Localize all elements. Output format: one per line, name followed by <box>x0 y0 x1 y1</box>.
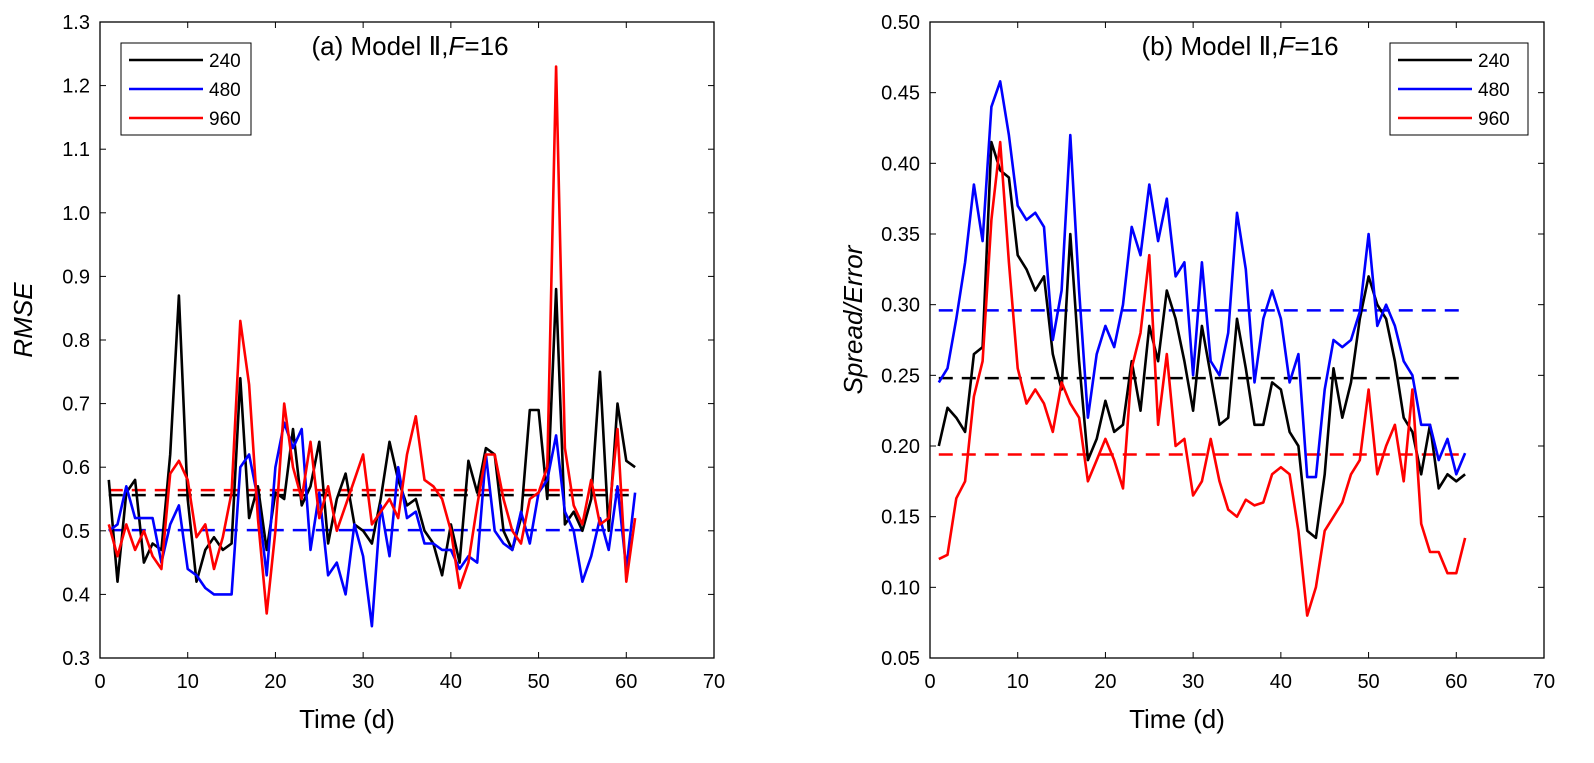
x-tick-label-b: 70 <box>1533 671 1555 693</box>
x-tick-label-a: 40 <box>440 671 462 693</box>
y-axis-label-b: Spread/Error <box>838 244 868 394</box>
legend-a: 240 480 960 <box>120 42 252 136</box>
y-tick-label-b: 0.25 <box>881 365 920 387</box>
x-axis-label-a: Time (d) <box>299 704 395 734</box>
x-tick-label-b: 30 <box>1182 671 1204 693</box>
x-tick-label-b: 10 <box>1007 671 1029 693</box>
x-tick-label-b: 40 <box>1270 671 1292 693</box>
y-tick-label-a: 0.9 <box>62 266 90 288</box>
legend-label-960-a: 960 <box>209 109 241 130</box>
series-line-240-a <box>107 287 636 584</box>
series-group-a <box>107 65 637 628</box>
y-tick-label-b: 0.30 <box>881 295 920 317</box>
x-axis-label-b: Time (d) <box>1129 704 1225 734</box>
y-tick-label-b: 0.45 <box>881 83 920 105</box>
legend-label-480-a: 480 <box>209 80 241 101</box>
panel-a-rmse: 0 10 20 30 40 50 60 70 0.3 0.4 0.5 0.6 0.7 0.8 0.9 1.0 1… <box>8 12 725 734</box>
series-line-480-a <box>108 421 637 628</box>
y-tick-label-a: 0.7 <box>62 394 90 416</box>
x-tick-label-a: 30 <box>352 671 374 693</box>
y-tick-label-b: 0.20 <box>881 436 920 458</box>
y-tick-label-a: 1.3 <box>62 12 90 34</box>
y-tick-label-a: 0.8 <box>62 330 90 352</box>
series-line-960-a <box>107 65 637 615</box>
y-tick-label-b: 0.10 <box>881 577 920 599</box>
chart-title-b: (b) Model Ⅱ,F=16 <box>1141 31 1338 61</box>
y-tick-label-b: 0.40 <box>881 153 920 175</box>
series-line-240-b <box>937 140 1466 540</box>
x-tick-label-a: 20 <box>264 671 286 693</box>
x-tick-label-a: 60 <box>615 671 637 693</box>
series-group-b <box>937 80 1467 617</box>
chart-title-a: (a) Model Ⅱ,F=16 <box>311 31 508 61</box>
y-tick-label-a: 1.2 <box>62 76 90 98</box>
series-line-480-b <box>937 80 1467 479</box>
x-tick-label-b: 0 <box>924 671 935 693</box>
y-tick-label-b: 0.05 <box>881 648 920 670</box>
x-tick-label-b: 20 <box>1094 671 1116 693</box>
x-tick-label-a: 10 <box>177 671 199 693</box>
y-tick-label-a: 1.0 <box>62 203 90 225</box>
x-tick-label-a: 50 <box>527 671 549 693</box>
x-tick-label-b: 60 <box>1445 671 1467 693</box>
y-tick-label-b: 0.35 <box>881 224 920 246</box>
legend-b: 240 480 960 <box>1389 42 1529 136</box>
legend-label-480-b: 480 <box>1478 80 1510 101</box>
y-tick-label-a: 0.5 <box>62 521 90 543</box>
legend-label-240-a: 240 <box>209 51 241 72</box>
y-tick-label-a: 0.3 <box>62 648 90 670</box>
x-tick-label-a: 70 <box>703 671 725 693</box>
series-line-960-b <box>938 140 1467 617</box>
panel-b-spread-error: 0 10 20 30 40 50 60 70 0.05 0.10 0.15 0.20 0.25 0.30 0… <box>838 12 1555 734</box>
legend-label-960-b: 960 <box>1478 109 1510 130</box>
y-axis-label-a: RMSE <box>8 282 38 358</box>
y-tick-label-a: 1.1 <box>62 139 90 161</box>
x-tick-label-b: 50 <box>1357 671 1379 693</box>
legend-label-240-b: 240 <box>1478 51 1510 72</box>
y-tick-label-b: 0.15 <box>881 507 920 529</box>
x-tick-label-a: 0 <box>94 671 105 693</box>
plot-area-b <box>929 21 1545 659</box>
y-tick-label-a: 0.6 <box>62 457 90 479</box>
y-tick-label-b: 0.50 <box>881 12 920 34</box>
y-tick-label-a: 0.4 <box>62 584 90 606</box>
